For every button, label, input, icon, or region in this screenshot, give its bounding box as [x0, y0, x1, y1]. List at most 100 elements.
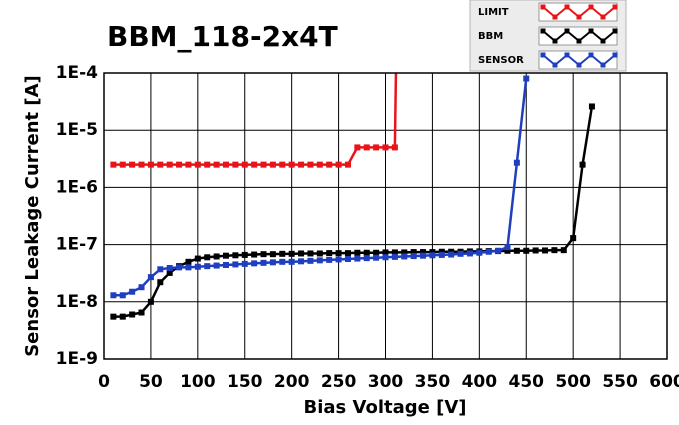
data-point	[119, 161, 126, 168]
data-point	[298, 258, 305, 265]
data-point	[382, 254, 389, 261]
data-point	[288, 258, 295, 265]
data-point	[316, 250, 323, 257]
x-tick-label: 550	[602, 372, 638, 392]
data-point	[251, 251, 258, 258]
data-point	[391, 144, 398, 151]
data-point	[542, 247, 549, 254]
y-tick-label: 1E-8	[56, 292, 98, 312]
data-point	[344, 250, 351, 257]
legend: LIMIT BBM SENSOR	[478, 2, 618, 70]
legend-marker	[552, 38, 558, 44]
data-point	[504, 244, 511, 251]
data-point	[279, 250, 286, 257]
data-point	[241, 260, 248, 267]
data-point	[232, 252, 239, 259]
data-point	[523, 75, 530, 82]
data-point	[213, 262, 220, 269]
chart-title: BBM_118-2x4T	[107, 20, 338, 53]
data-point	[551, 247, 558, 254]
data-point	[260, 161, 267, 168]
x-tick-label: 200	[274, 372, 310, 392]
x-tick-label: 450	[509, 372, 545, 392]
data-point	[429, 249, 436, 256]
legend-marker	[540, 28, 546, 34]
legend-marker	[564, 28, 570, 34]
data-point	[354, 255, 361, 262]
x-tick-label: 150	[227, 372, 263, 392]
y-tick-label: 1E-9	[56, 349, 98, 369]
data-point	[251, 161, 258, 168]
data-point	[129, 161, 136, 168]
data-point	[213, 253, 220, 260]
data-point	[269, 161, 276, 168]
data-point	[532, 247, 539, 254]
data-point	[588, 103, 595, 110]
data-point	[466, 250, 473, 257]
y-tick-label: 1E-7	[56, 235, 98, 255]
legend-marker	[600, 38, 606, 44]
legend-marker	[612, 28, 618, 34]
data-point	[326, 256, 333, 263]
data-point	[382, 144, 389, 151]
data-point	[279, 258, 286, 265]
legend-label: SENSOR	[478, 55, 524, 66]
x-tick-label: 250	[321, 372, 357, 392]
data-point	[147, 161, 154, 168]
y-tick-label: 1E-5	[56, 120, 98, 140]
legend-swatch-box	[538, 2, 618, 22]
data-point	[166, 161, 173, 168]
data-point	[476, 249, 483, 256]
data-point	[438, 248, 445, 255]
data-point	[410, 253, 417, 260]
data-point	[401, 249, 408, 256]
legend-swatch-box	[538, 26, 618, 46]
data-point	[373, 254, 380, 261]
legend-marker	[552, 62, 558, 68]
data-point	[157, 279, 164, 286]
x-tick-label: 100	[180, 372, 216, 392]
data-point	[373, 144, 380, 151]
data-point	[241, 251, 248, 258]
x-tick-label: 50	[139, 372, 163, 392]
data-point	[176, 264, 183, 271]
data-point	[363, 255, 370, 262]
legend-marker	[612, 52, 618, 58]
data-point	[260, 251, 267, 258]
data-point	[138, 161, 145, 168]
data-point	[354, 144, 361, 151]
data-point	[147, 274, 154, 281]
legend-marker	[612, 4, 618, 10]
series-line	[113, 106, 594, 318]
data-point	[157, 161, 164, 168]
data-point	[176, 161, 183, 168]
data-point	[138, 284, 145, 291]
data-point	[363, 249, 370, 256]
y-tick-label: 1E-6	[56, 177, 98, 197]
data-point	[513, 247, 520, 254]
data-point	[438, 251, 445, 258]
data-point	[147, 298, 154, 305]
data-point	[119, 313, 126, 320]
x-axis-label: Bias Voltage [V]	[304, 397, 467, 418]
data-point	[326, 250, 333, 257]
data-point	[241, 161, 248, 168]
data-point	[279, 161, 286, 168]
data-point	[213, 161, 220, 168]
data-point	[269, 259, 276, 266]
y-tick-label: 1E-4	[56, 63, 98, 83]
data-point	[354, 249, 361, 256]
data-point	[560, 247, 567, 254]
data-point	[363, 144, 370, 151]
x-tick-label: 0	[98, 372, 110, 392]
legend-marker	[576, 38, 582, 44]
data-point	[298, 161, 305, 168]
legend-marker	[588, 4, 594, 10]
data-point	[429, 252, 436, 259]
data-point	[222, 252, 229, 259]
legend-marker	[600, 14, 606, 20]
data-point	[166, 264, 173, 271]
data-point	[391, 249, 398, 256]
data-point	[344, 161, 351, 168]
legend-marker	[540, 4, 546, 10]
